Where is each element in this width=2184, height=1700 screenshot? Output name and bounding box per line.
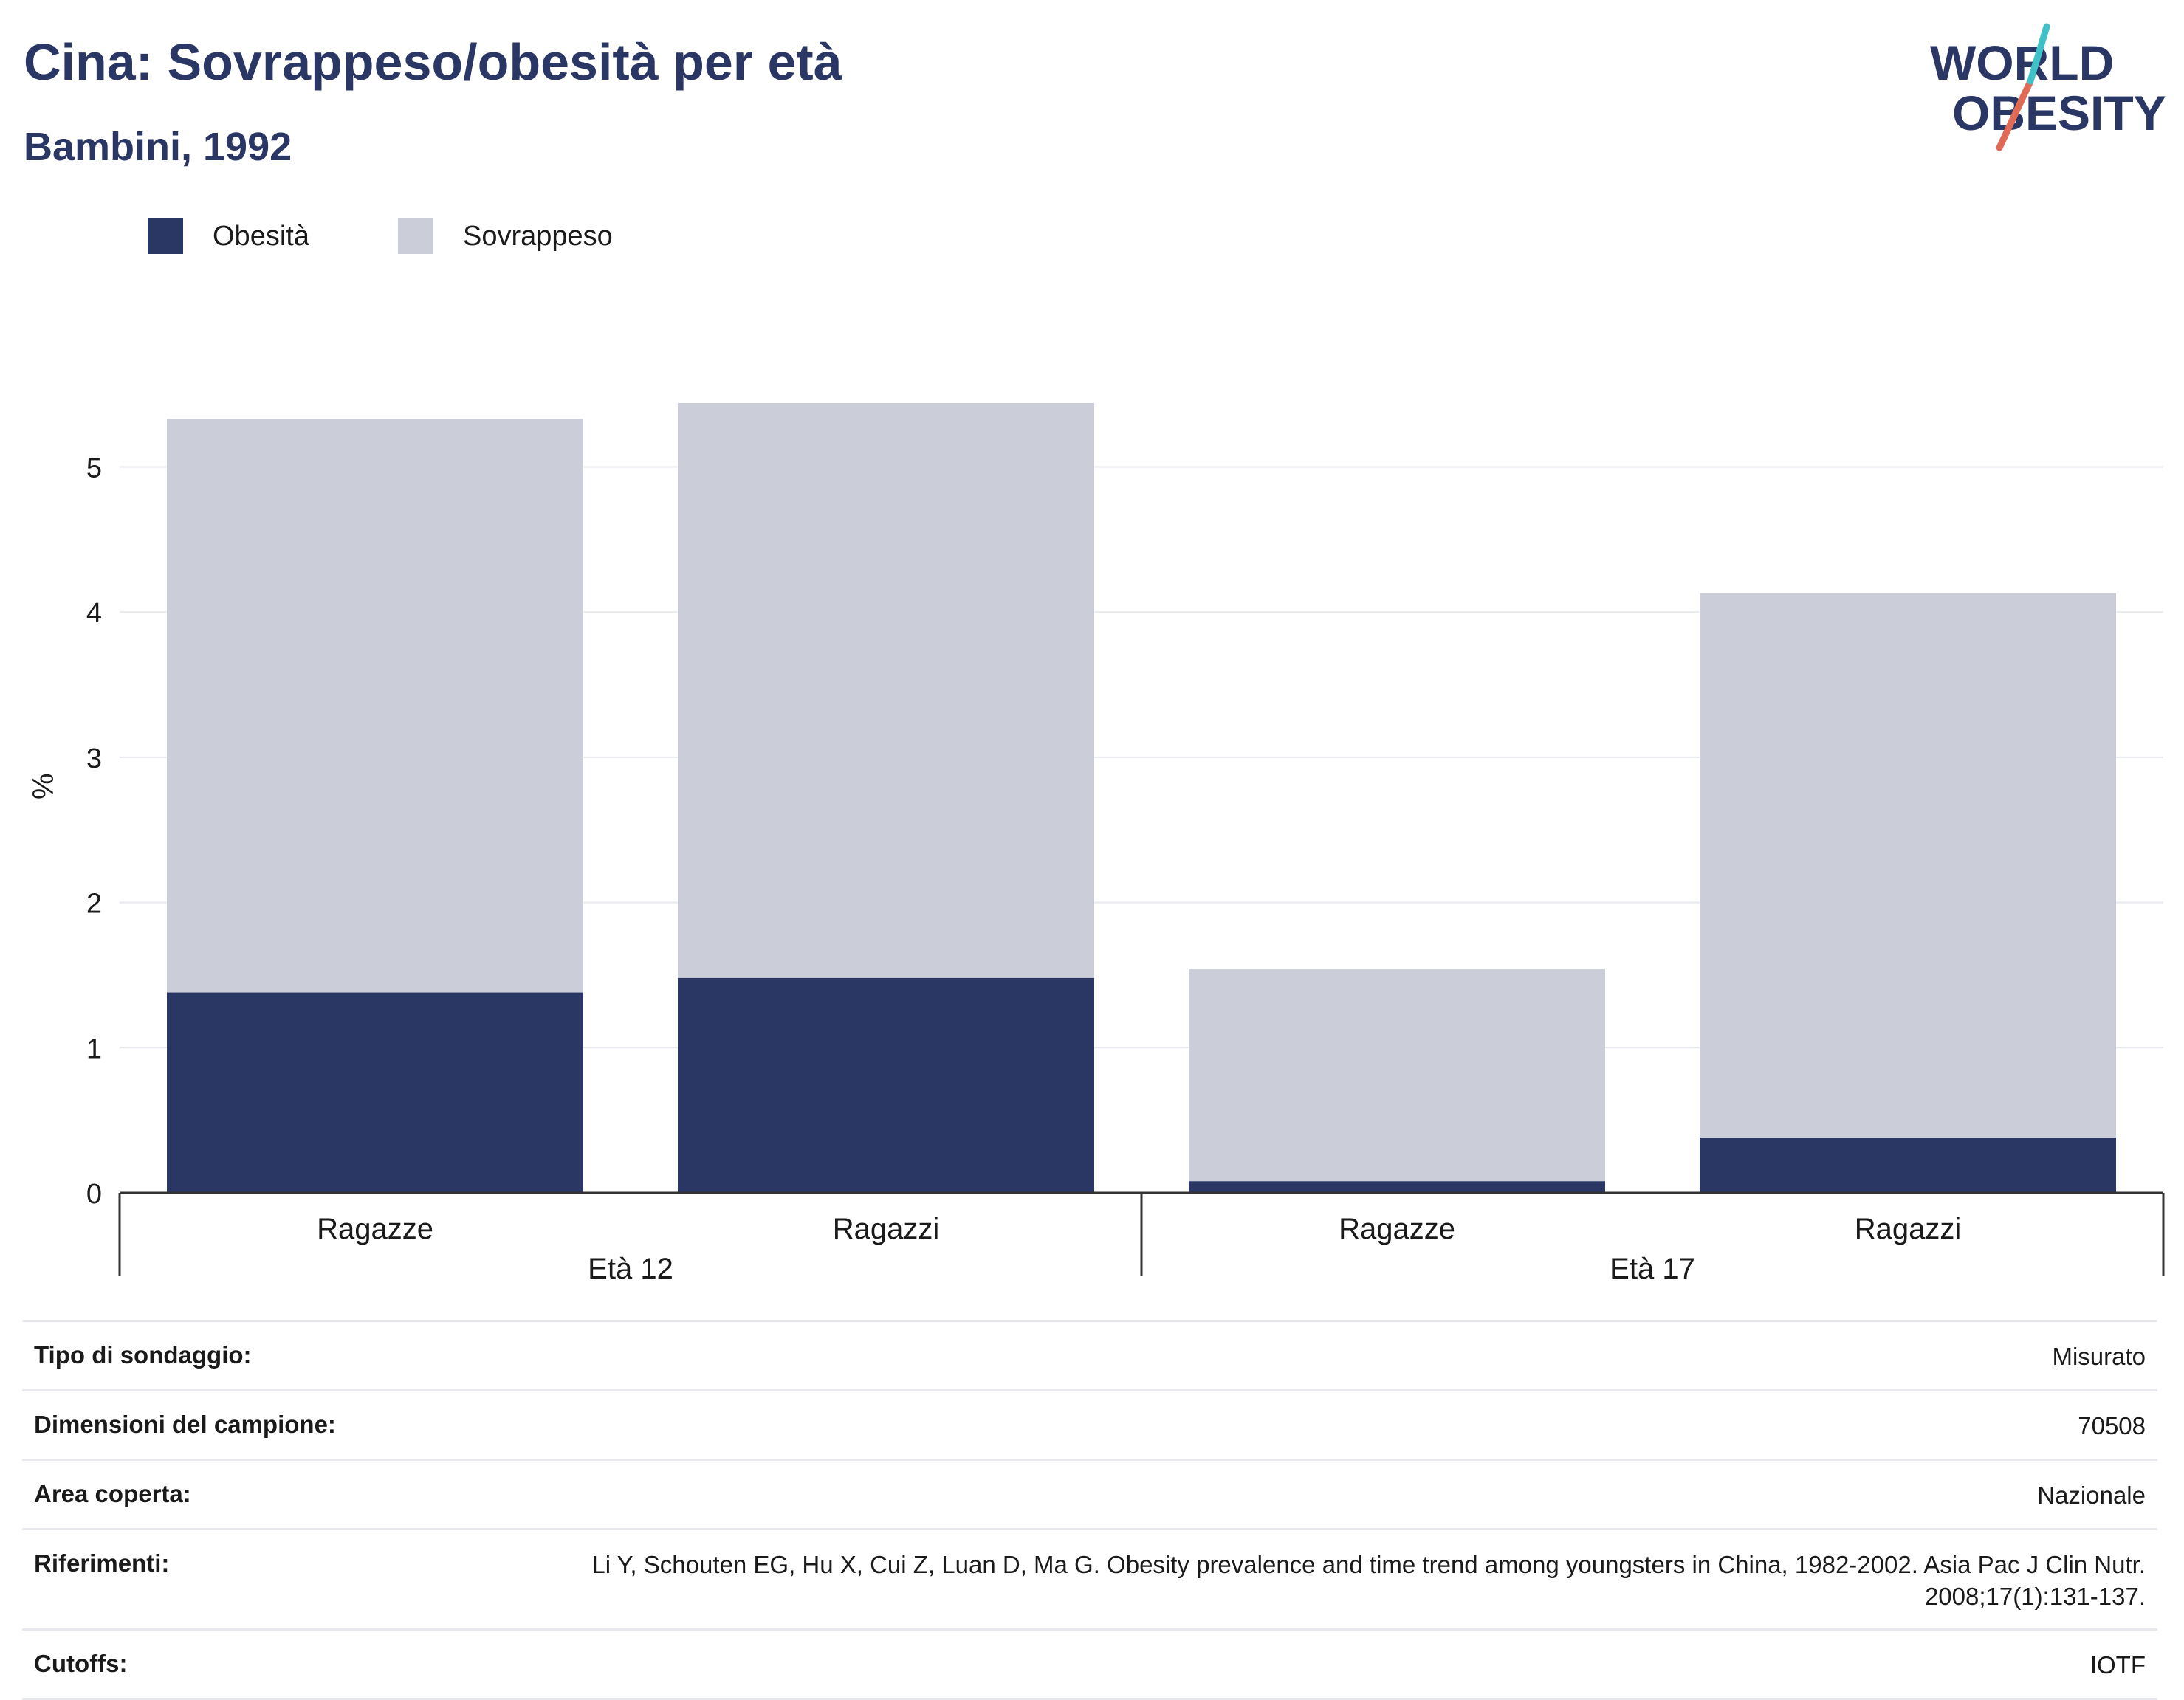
chart-title: Cina: Sovrappeso/obesità per età	[24, 33, 842, 91]
stacked-bar-chart: 0 1 2 3 4 5% Ragazze Ragazzi Ragazze Ragazzi Età 1…	[27, 402, 2165, 1284]
bar-obesity	[1189, 1181, 1605, 1193]
chart-legend: Obesità Sovrappeso	[148, 218, 701, 254]
info-row-cutoffs: Cutoffs: IOTF	[22, 1628, 2157, 1700]
info-value: Li Y, Schouten EG, Hu X, Cui Z, Luan D, …	[591, 1550, 2146, 1610]
bar-obesity	[678, 977, 1094, 1193]
world-obesity-logo: WORLD OBESITY	[1930, 23, 2166, 151]
info-key: Area coperta:	[34, 1479, 191, 1507]
info-table: Tipo di sondaggio: Misurato Dimensioni d…	[22, 1320, 2157, 1700]
bar-overweight	[678, 402, 1094, 978]
y-tick-label: 3	[86, 743, 102, 774]
info-row-survey-type: Tipo di sondaggio: Misurato	[22, 1320, 2157, 1389]
info-key: Tipo di sondaggio:	[34, 1341, 252, 1369]
y-tick-label: 5	[86, 453, 102, 484]
y-tick-label: 0	[86, 1179, 102, 1210]
info-row-sample-size: Dimensioni del campione: 70508	[22, 1388, 2157, 1459]
legend-swatch-overweight	[397, 218, 433, 254]
bar-overweight	[1189, 969, 1605, 1182]
logo-red-stroke	[1996, 78, 2034, 151]
info-value: Nazionale	[2037, 1481, 2146, 1509]
logo-teal-stroke	[2027, 23, 2050, 85]
legend-swatch-obesity	[148, 218, 183, 254]
logo-line-1: WORLD	[1930, 35, 2114, 90]
info-value: 70508	[2078, 1411, 2146, 1439]
info-value: Misurato	[2052, 1343, 2146, 1370]
y-tick-label: 1	[86, 1033, 102, 1064]
bar-obesity	[167, 992, 583, 1193]
info-key: Riferimenti:	[34, 1549, 170, 1577]
legend-label-obesity: Obesità	[213, 220, 309, 252]
bar-obesity	[1700, 1138, 2116, 1193]
info-key: Cutoffs:	[34, 1650, 128, 1678]
legend-item-overweight[interactable]: Sovrappeso	[397, 218, 613, 254]
chart-subtitle: Bambini, 1992	[24, 125, 292, 169]
y-tick-label: 4	[86, 598, 102, 629]
y-axis-title: %	[27, 773, 60, 799]
logo-line-2: OBESITY	[1952, 86, 2166, 140]
x-group-label: Età 12	[588, 1253, 673, 1284]
legend-item-obesity[interactable]: Obesità	[148, 218, 309, 254]
info-row-references: Riferimenti: Li Y, Schouten EG, Hu X, Cu…	[22, 1527, 2157, 1629]
x-category-label: Ragazzi	[1855, 1213, 1962, 1245]
x-category-label: Ragazze	[317, 1213, 433, 1245]
x-category-label: Ragazzi	[833, 1213, 940, 1245]
legend-label-overweight: Sovrappeso	[462, 220, 613, 252]
info-key: Dimensioni del campione:	[34, 1410, 336, 1438]
bar-overweight	[1700, 593, 2116, 1138]
info-row-area: Area coperta: Nazionale	[22, 1458, 2157, 1528]
info-value: IOTF	[2089, 1651, 2146, 1679]
x-group-label: Età 17	[1610, 1253, 1695, 1284]
bar-overweight	[167, 419, 583, 993]
y-tick-label: 2	[86, 889, 102, 920]
x-category-label: Ragazze	[1339, 1213, 1455, 1245]
